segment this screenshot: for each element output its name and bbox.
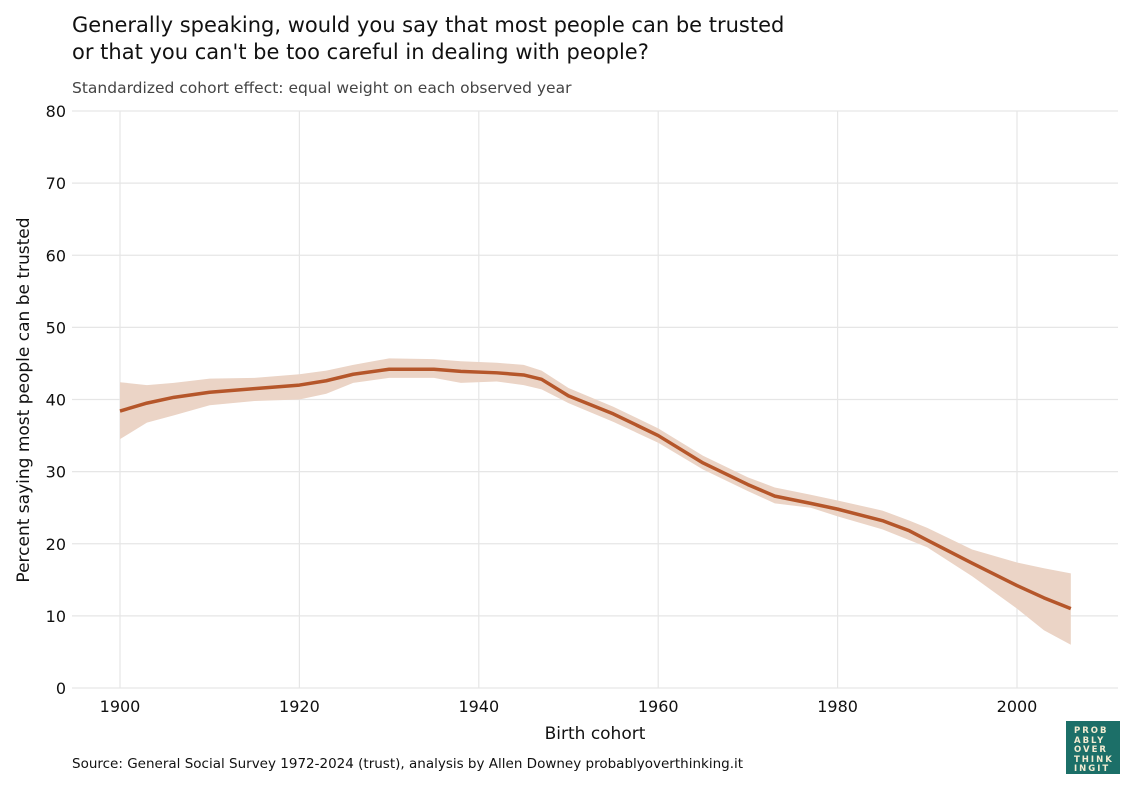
y-axis-label: Percent saying most people can be truste… [14, 217, 34, 582]
y-tick-label: 40 [46, 391, 66, 410]
x-tick-label: 1940 [458, 697, 499, 716]
logo-text-line: INGIT [1074, 764, 1111, 774]
y-tick-label: 70 [46, 174, 66, 193]
confidence-band [120, 358, 1071, 645]
x-tick-label: 1980 [817, 697, 858, 716]
logo-text-line: PROB [1074, 726, 1109, 736]
y-tick-label: 0 [56, 679, 66, 698]
logo-text-line: THINK [1074, 754, 1114, 765]
y-tick-label: 20 [46, 535, 66, 554]
y-tick-label: 60 [46, 246, 66, 265]
y-tick-label: 50 [46, 318, 66, 337]
x-axis-label: Birth cohort [545, 724, 646, 744]
source-note: Source: General Social Survey 1972-2024 … [72, 756, 744, 772]
title-line-2: or that you can't be too careful in deal… [72, 40, 649, 64]
x-tick-label: 1920 [279, 697, 320, 716]
y-tick-label: 10 [46, 607, 66, 626]
x-tick-label: 1900 [100, 697, 141, 716]
y-tick-label: 30 [46, 463, 66, 482]
x-tick-label: 1960 [638, 697, 679, 716]
probably-overthinking-it-logo: PROB ABLY OVER THINK INGIT [1066, 721, 1120, 774]
chart-subtitle: Standardized cohort effect: equal weight… [72, 79, 572, 97]
series-line [119, 367, 1072, 611]
logo-text-line: OVER [1074, 745, 1108, 755]
logo-text-line: ABLY [1074, 735, 1106, 746]
title-line-1: Generally speaking, would you say that m… [72, 13, 785, 37]
y-tick-label: 80 [46, 102, 66, 121]
chart-title: Generally speaking, would you say that m… [72, 12, 972, 66]
x-tick-label: 2000 [997, 697, 1038, 716]
